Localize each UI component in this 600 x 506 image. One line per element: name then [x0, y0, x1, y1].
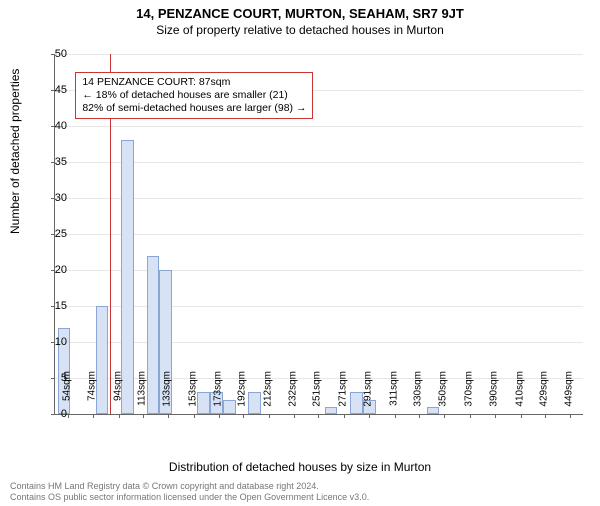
- ytick-label: 40: [37, 120, 67, 132]
- xtick-mark: [369, 414, 370, 418]
- gridline: [55, 54, 583, 55]
- histogram-bar: [223, 400, 236, 414]
- footer-attribution: Contains HM Land Registry data © Crown c…: [10, 481, 369, 502]
- xtick-label: 449sqm: [564, 371, 575, 407]
- ytick-label: 35: [37, 156, 67, 168]
- ytick-label: 15: [37, 300, 67, 312]
- xtick-mark: [419, 414, 420, 418]
- gridline: [55, 342, 583, 343]
- xtick-mark: [219, 414, 220, 418]
- xtick-label: 370sqm: [463, 371, 474, 407]
- histogram-bar: [197, 392, 210, 414]
- xtick-mark: [168, 414, 169, 418]
- xtick-mark: [521, 414, 522, 418]
- xtick-label: 232sqm: [288, 371, 299, 407]
- gridline: [55, 162, 583, 163]
- xtick-mark: [194, 414, 195, 418]
- annotation-box: 14 PENZANCE COURT: 87sqm← 18% of detache…: [75, 72, 313, 119]
- xtick-label: 94sqm: [112, 371, 123, 401]
- ytick-label: 50: [37, 48, 67, 60]
- gridline: [55, 234, 583, 235]
- annotation-line: 82% of semi-detached houses are larger (…: [82, 102, 306, 115]
- xtick-label: 133sqm: [162, 371, 173, 407]
- xtick-mark: [545, 414, 546, 418]
- xtick-mark: [68, 414, 69, 418]
- x-axis-label: Distribution of detached houses by size …: [0, 460, 600, 474]
- xtick-label: 113sqm: [136, 371, 147, 406]
- xtick-label: 54sqm: [61, 371, 72, 401]
- xtick-label: 271sqm: [337, 371, 348, 407]
- xtick-mark: [119, 414, 120, 418]
- histogram-bar: [427, 407, 440, 414]
- annotation-line: ← 18% of detached houses are smaller (21…: [82, 89, 306, 102]
- xtick-mark: [93, 414, 94, 418]
- ytick-label: 25: [37, 228, 67, 240]
- ytick-label: 20: [37, 264, 67, 276]
- xtick-label: 291sqm: [363, 371, 374, 407]
- gridline: [55, 126, 583, 127]
- xtick-label: 350sqm: [438, 371, 449, 407]
- histogram-bar: [325, 407, 338, 414]
- chart-title-main: 14, PENZANCE COURT, MURTON, SEAHAM, SR7 …: [0, 6, 600, 21]
- gridline: [55, 198, 583, 199]
- xtick-label: 429sqm: [538, 371, 549, 407]
- xtick-label: 311sqm: [388, 371, 399, 406]
- chart-title-sub: Size of property relative to detached ho…: [0, 23, 600, 37]
- ytick-label: 0: [37, 408, 67, 420]
- annotation-line: 14 PENZANCE COURT: 87sqm: [82, 76, 306, 89]
- xtick-mark: [269, 414, 270, 418]
- y-axis-label: Number of detached properties: [8, 69, 22, 234]
- xtick-label: 390sqm: [489, 371, 500, 407]
- xtick-label: 330sqm: [412, 371, 423, 407]
- footer-line-2: Contains OS public sector information li…: [10, 492, 369, 502]
- ytick-label: 30: [37, 192, 67, 204]
- histogram-bar: [147, 256, 160, 414]
- xtick-mark: [243, 414, 244, 418]
- xtick-mark: [395, 414, 396, 418]
- ytick-label: 10: [37, 336, 67, 348]
- xtick-mark: [495, 414, 496, 418]
- histogram-bar: [96, 306, 109, 414]
- histogram-bar: [350, 392, 363, 414]
- xtick-label: 74sqm: [87, 371, 98, 401]
- xtick-label: 173sqm: [213, 371, 224, 407]
- xtick-mark: [344, 414, 345, 418]
- xtick-mark: [444, 414, 445, 418]
- histogram-bar: [248, 392, 261, 414]
- xtick-label: 192sqm: [237, 371, 248, 407]
- xtick-label: 212sqm: [262, 371, 273, 407]
- plot-wrap: 14 PENZANCE COURT: 87sqm← 18% of detache…: [54, 54, 582, 414]
- gridline: [55, 270, 583, 271]
- xtick-label: 153sqm: [187, 371, 198, 407]
- xtick-mark: [570, 414, 571, 418]
- xtick-mark: [318, 414, 319, 418]
- ytick-label: 45: [37, 84, 67, 96]
- plot-area: 14 PENZANCE COURT: 87sqm← 18% of detache…: [54, 54, 583, 415]
- xtick-mark: [143, 414, 144, 418]
- footer-line-1: Contains HM Land Registry data © Crown c…: [10, 481, 369, 491]
- xtick-label: 410sqm: [514, 371, 525, 407]
- xtick-label: 251sqm: [312, 371, 323, 407]
- xtick-mark: [294, 414, 295, 418]
- gridline: [55, 306, 583, 307]
- xtick-mark: [470, 414, 471, 418]
